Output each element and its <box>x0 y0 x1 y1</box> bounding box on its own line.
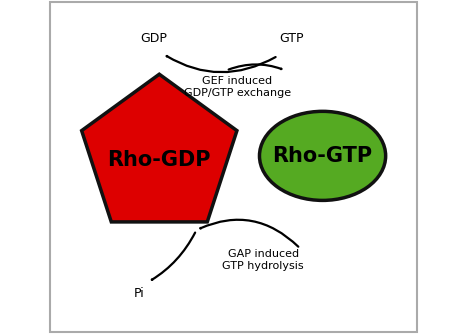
Text: Rho-GTP: Rho-GTP <box>273 146 373 166</box>
Text: GAP induced
GTP hydrolysis: GAP induced GTP hydrolysis <box>222 249 304 271</box>
Text: GTP: GTP <box>279 32 303 45</box>
FancyArrowPatch shape <box>229 64 282 69</box>
Polygon shape <box>82 74 237 222</box>
Text: Rho-GDP: Rho-GDP <box>107 150 211 170</box>
FancyArrowPatch shape <box>167 56 276 72</box>
Text: GDP: GDP <box>140 32 167 45</box>
Ellipse shape <box>260 111 386 200</box>
Text: GEF induced
GDP/GTP exchange: GEF induced GDP/GTP exchange <box>184 76 291 98</box>
Text: Pi: Pi <box>134 287 144 300</box>
FancyArrowPatch shape <box>152 232 195 280</box>
FancyArrowPatch shape <box>200 220 298 247</box>
